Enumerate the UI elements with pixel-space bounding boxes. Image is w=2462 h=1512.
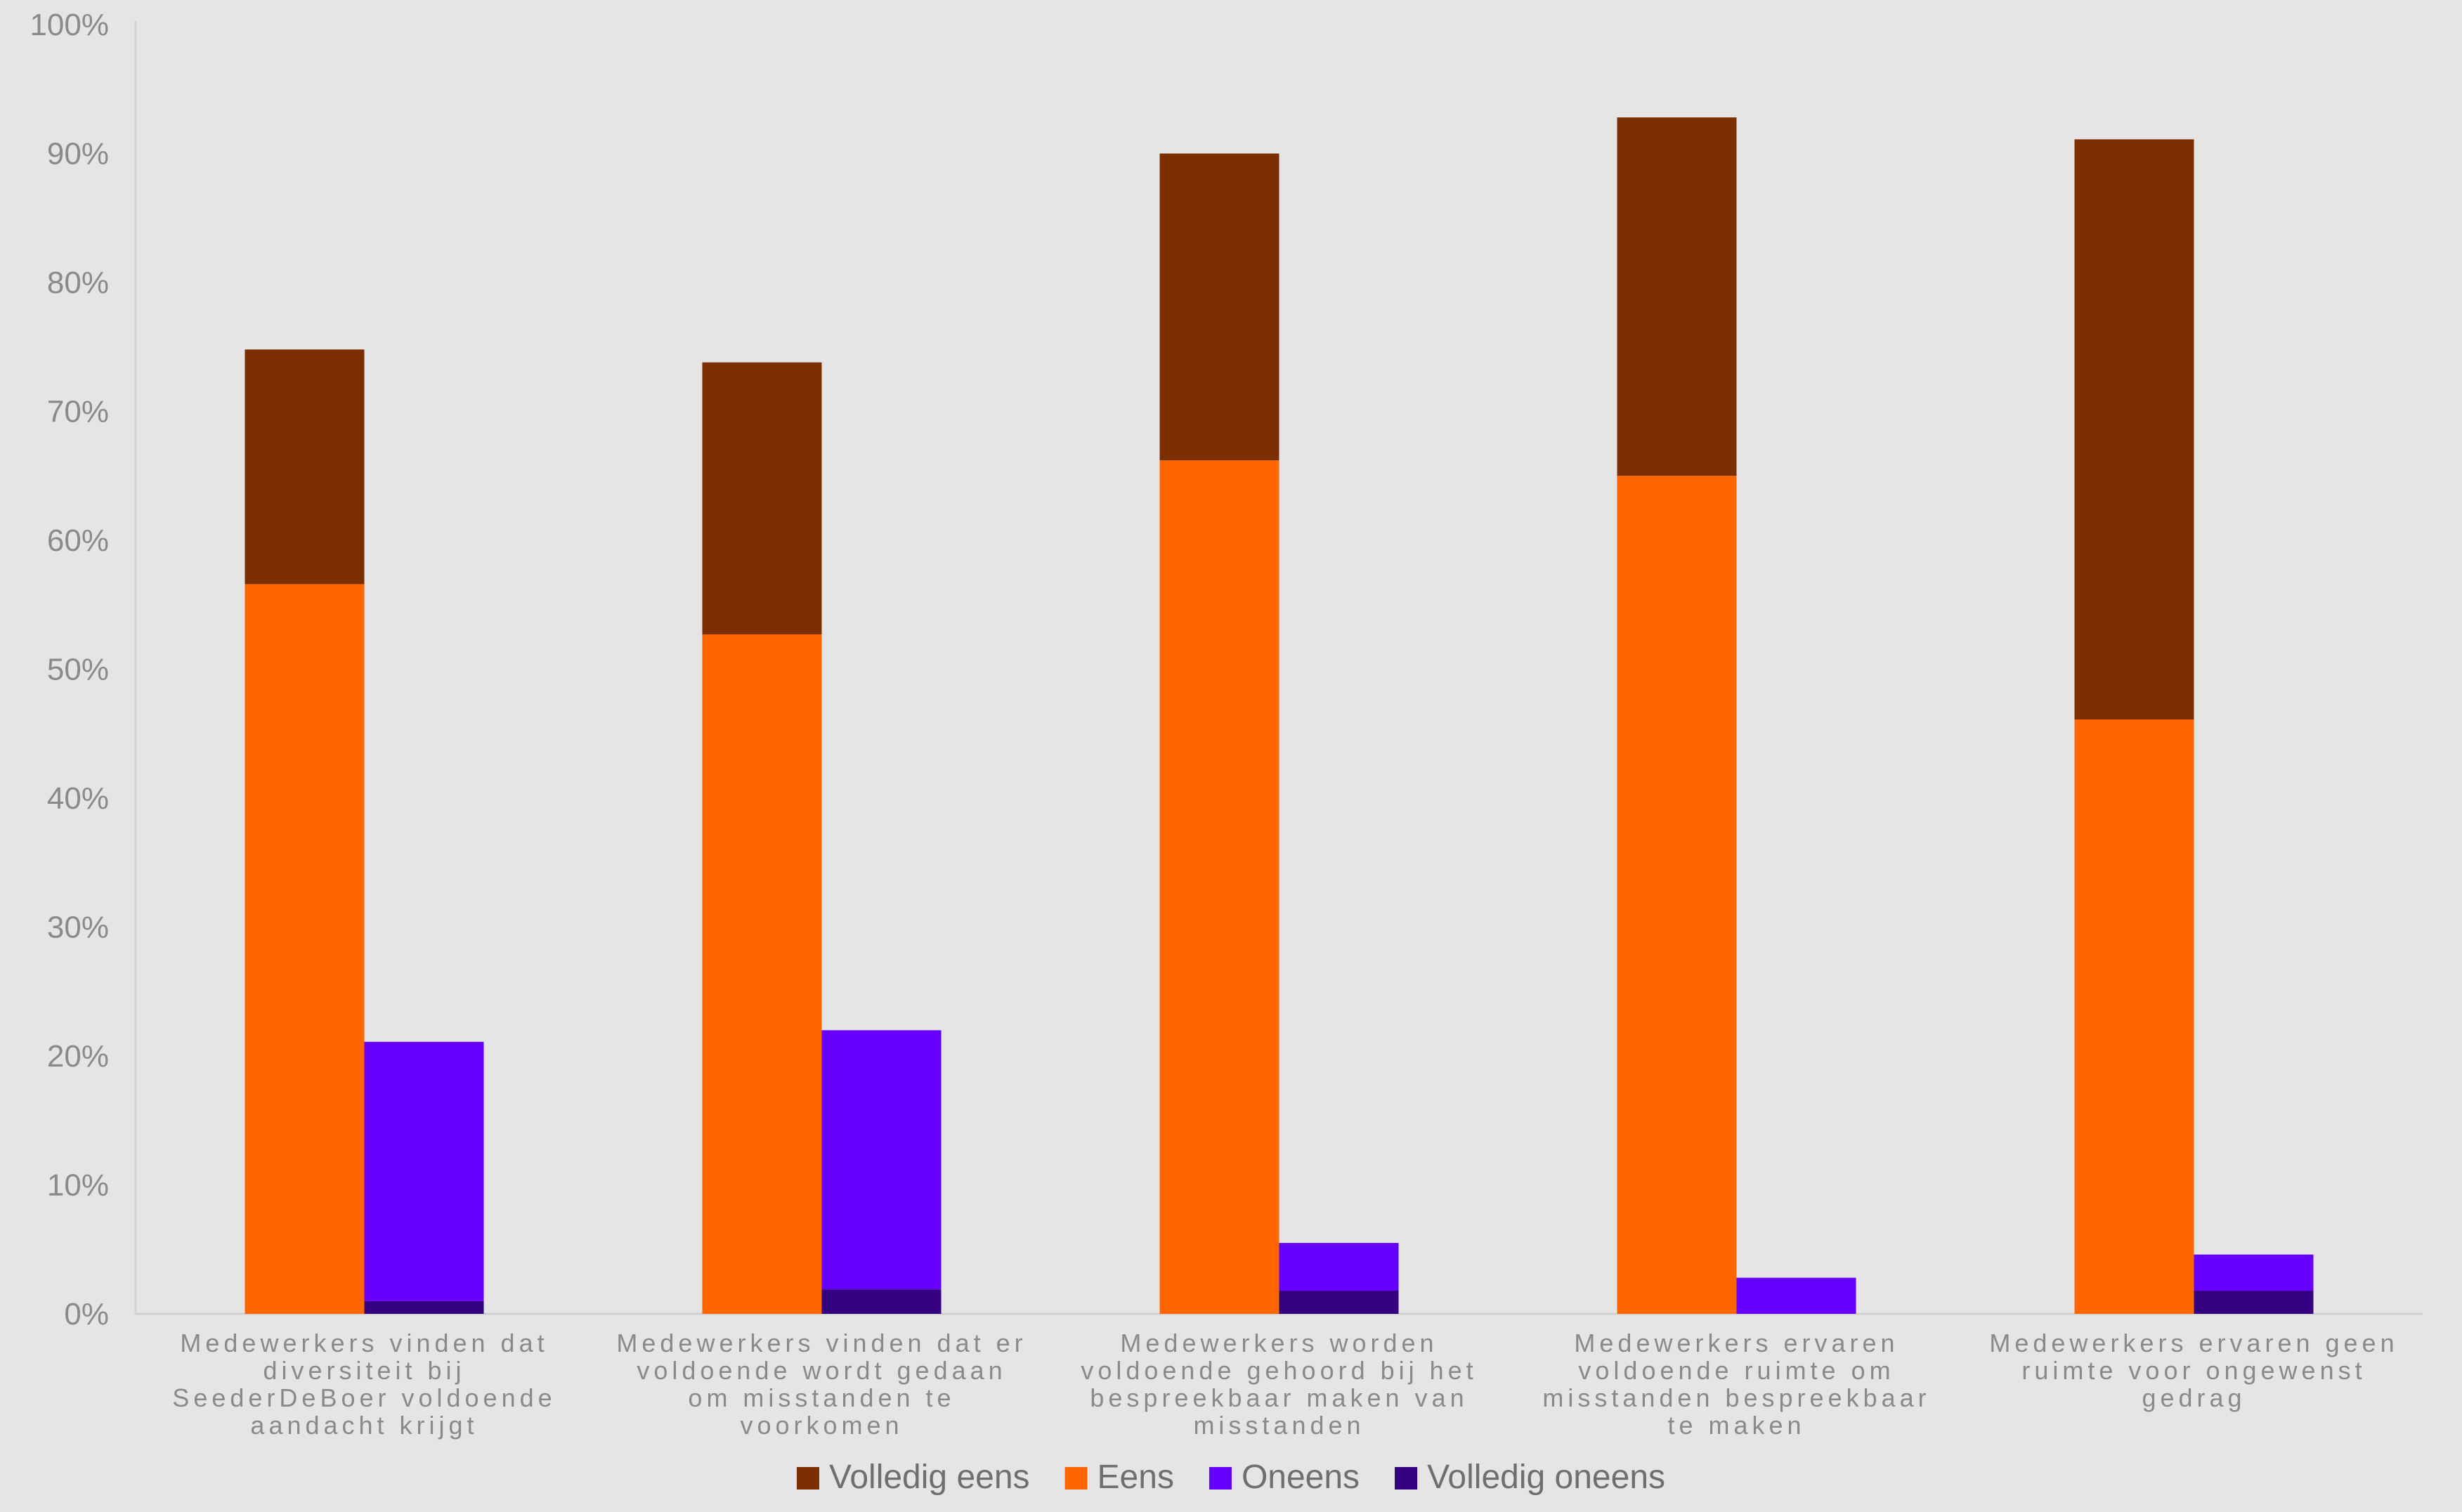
x-category-label: misstanden bbox=[1193, 1411, 1364, 1440]
x-category-label: gedrag bbox=[2142, 1383, 2246, 1412]
y-tick-label: 50% bbox=[47, 653, 109, 687]
legend-label: Oneens bbox=[1242, 1459, 1360, 1496]
bar-oneens-1 bbox=[364, 1041, 484, 1301]
legend-swatch bbox=[1209, 1467, 1232, 1490]
bar-volledig-eens-5 bbox=[2074, 139, 2194, 720]
legend-items: Volledig eens Eens Oneens Volledig oneens bbox=[796, 1459, 1665, 1496]
x-category-label: Medewerkers worden bbox=[1120, 1329, 1438, 1357]
x-category-label: voldoende gehoord bij het bbox=[1081, 1356, 1477, 1385]
bar-volledig-eens-2 bbox=[702, 362, 822, 634]
bar-oneens-5 bbox=[2194, 1254, 2314, 1291]
x-category-label: misstanden bespreekbaar bbox=[1542, 1383, 1930, 1412]
legend-label: Volledig oneens bbox=[1427, 1459, 1665, 1496]
y-tick-label: 40% bbox=[47, 781, 109, 816]
y-tick-label: 70% bbox=[47, 395, 109, 429]
bar-eens-3 bbox=[1159, 460, 1279, 1314]
x-category-label: aandacht krijgt bbox=[250, 1411, 478, 1440]
legend-swatch bbox=[1395, 1467, 1418, 1490]
bar-oneens-2 bbox=[821, 1030, 942, 1290]
y-tick-label: 0% bbox=[64, 1297, 109, 1331]
y-tick-label: 20% bbox=[47, 1039, 109, 1074]
x-category-label: diversiteit bij bbox=[263, 1356, 465, 1385]
legend-label: Volledig eens bbox=[829, 1459, 1030, 1496]
bar-volledig-oneens-5 bbox=[2194, 1290, 2314, 1314]
x-category-label: Medewerkers vinden dat er bbox=[616, 1329, 1027, 1357]
y-tick-labels: 0% 10% 20% 30% 40% 50% 60% 70% 80% 90% 100% bbox=[30, 8, 109, 1331]
x-category-label: Medewerkers ervaren bbox=[1574, 1329, 1898, 1357]
x-category-label: SeederDeBoer voldoende bbox=[172, 1383, 556, 1412]
bar-volledig-oneens-2 bbox=[821, 1289, 942, 1314]
x-category-label: Medewerkers ervaren geen bbox=[1989, 1329, 2398, 1357]
x-category-label: Medewerkers vinden dat bbox=[180, 1329, 548, 1357]
legend: Volledig eens Eens Oneens Volledig oneens bbox=[796, 1459, 1665, 1496]
y-tick-label: 100% bbox=[30, 8, 109, 42]
bar-volledig-oneens-1 bbox=[364, 1301, 484, 1314]
y-tick-label: 10% bbox=[47, 1168, 109, 1203]
bars bbox=[245, 117, 2314, 1314]
y-tick-label: 80% bbox=[47, 266, 109, 300]
bar-eens-2 bbox=[702, 634, 822, 1314]
legend-label: Eens bbox=[1098, 1459, 1174, 1496]
bar-volledig-eens-4 bbox=[1617, 117, 1737, 476]
legend-swatch bbox=[1064, 1467, 1088, 1490]
x-category-label: voldoende ruimte om bbox=[1578, 1356, 1894, 1385]
bar-eens-5 bbox=[2074, 719, 2194, 1314]
bar-volledig-eens-3 bbox=[1159, 153, 1279, 461]
bar-oneens-3 bbox=[1279, 1243, 1399, 1291]
x-category-label: te maken bbox=[1667, 1411, 1805, 1440]
bar-eens-4 bbox=[1617, 476, 1737, 1314]
x-category-label: ruimte voor ongewenst bbox=[2021, 1356, 2366, 1385]
y-tick-label: 90% bbox=[47, 137, 109, 171]
legend-swatch bbox=[796, 1467, 819, 1490]
y-tick-label: 30% bbox=[47, 911, 109, 945]
bar-volledig-oneens-3 bbox=[1279, 1290, 1399, 1314]
bar-eens-1 bbox=[245, 584, 365, 1314]
x-category-label: voorkomen bbox=[740, 1411, 903, 1440]
bar-oneens-4 bbox=[1736, 1277, 1856, 1314]
bar-volledig-eens-1 bbox=[245, 349, 365, 585]
x-category-label: om misstanden te bbox=[688, 1383, 955, 1412]
x-category-label: bespreekbaar maken van bbox=[1090, 1383, 1468, 1412]
y-tick-label: 60% bbox=[47, 523, 109, 558]
x-category-label: voldoende wordt gedaan bbox=[637, 1356, 1006, 1385]
